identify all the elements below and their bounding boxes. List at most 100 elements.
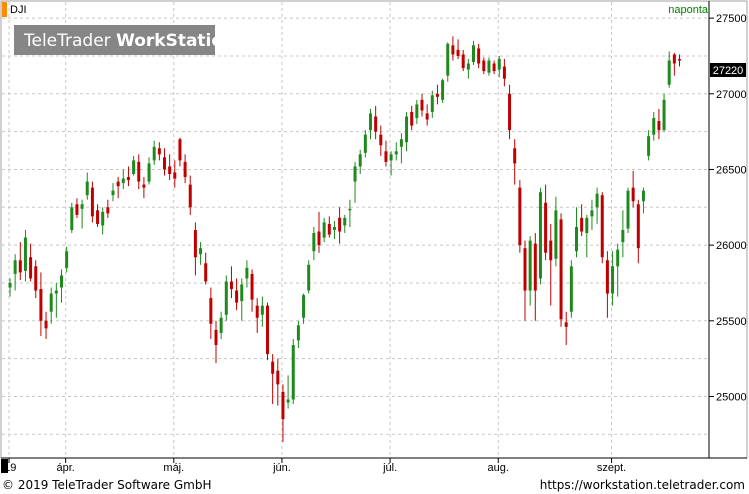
candle-body — [137, 161, 141, 182]
candle-body — [101, 211, 105, 226]
candle-body — [482, 60, 486, 72]
candle-body — [487, 60, 491, 73]
candle-body — [343, 217, 347, 226]
candle-body — [168, 166, 172, 175]
candle-body — [363, 134, 367, 153]
time-tick-label: máj. — [163, 462, 184, 474]
candle-body — [260, 305, 264, 315]
candle-body — [121, 178, 125, 184]
candle-body — [425, 113, 429, 120]
candle-body — [420, 99, 424, 111]
candle-body — [338, 217, 342, 232]
candle-body — [446, 43, 450, 76]
candle-body — [415, 104, 419, 119]
watermark-brand: TeleTrader — [23, 31, 116, 51]
price-tick-label: 25000 — [716, 391, 747, 403]
candle-body — [286, 399, 290, 403]
candle-body — [575, 226, 578, 252]
watermark-box — [14, 25, 215, 55]
candle-body — [554, 210, 558, 259]
last-price-box — [710, 63, 746, 77]
watermark-product: WorkStation — [116, 31, 235, 51]
candle-body — [492, 63, 496, 72]
grid-lines — [2, 2, 708, 457]
candle-body — [193, 230, 197, 258]
candle-body — [600, 195, 604, 258]
candle-body — [60, 275, 63, 288]
candle-body — [23, 237, 27, 271]
candle-body — [564, 322, 568, 327]
candle-body — [18, 260, 22, 273]
candle-body — [29, 257, 33, 279]
last-price-label: 27220 — [713, 65, 744, 77]
candle-body — [209, 298, 213, 324]
candle-body — [178, 139, 182, 161]
candle-body — [39, 289, 43, 321]
candle-body — [85, 181, 89, 196]
candle-body — [332, 226, 336, 230]
candle-body — [188, 184, 192, 208]
candle-body — [322, 222, 326, 238]
candle-body — [70, 207, 74, 230]
time-tick-label: jún. — [272, 462, 291, 474]
candle-body — [358, 154, 362, 167]
candle-body — [569, 266, 573, 312]
watermark: TeleTrader WorkStation — [14, 25, 235, 55]
candle-body — [678, 58, 681, 61]
candle-body — [214, 329, 218, 346]
candle-body — [291, 345, 295, 400]
candle-body — [44, 320, 48, 329]
time-tick-label: júl. — [382, 462, 397, 474]
candle-body — [533, 243, 537, 291]
candle-body — [626, 190, 630, 229]
candle-body — [394, 151, 398, 155]
interval-label[interactable]: naponta — [668, 4, 709, 16]
source-url[interactable]: https://workstation.teletrader.com — [539, 478, 745, 492]
candle-body — [8, 282, 12, 288]
candle-body — [549, 240, 553, 261]
candle-body — [523, 248, 527, 291]
candle-body — [204, 263, 208, 282]
candle-body — [90, 187, 94, 217]
candle-body — [585, 217, 589, 234]
candle-body — [472, 45, 475, 63]
date-scroll-marker[interactable] — [1, 459, 8, 473]
time-tick-label: szept. — [597, 462, 626, 474]
price-tick-label: 27000 — [716, 89, 747, 101]
symbol-color-marker — [2, 2, 7, 17]
candle-body — [559, 219, 563, 320]
candle-body — [456, 49, 460, 56]
candle-body — [281, 391, 285, 420]
candle-body — [466, 63, 470, 70]
last-price-marker: 27220 — [710, 63, 746, 77]
candle-body — [302, 295, 306, 318]
candle-body — [255, 305, 259, 318]
candle-body — [369, 113, 372, 131]
candle-body — [538, 192, 542, 279]
time-tick-label: ápr. — [56, 462, 74, 474]
candle-body — [147, 163, 151, 182]
candle-body — [163, 157, 166, 170]
candle-body — [224, 281, 228, 315]
candle-body — [590, 210, 594, 217]
candle-body — [152, 146, 156, 161]
candle-body — [126, 177, 130, 181]
symbol-label[interactable]: DJI — [10, 4, 27, 16]
watermark-text: TeleTrader WorkStation — [23, 31, 235, 51]
candle-body — [641, 190, 645, 202]
candle-body — [173, 172, 177, 179]
candle-body — [96, 210, 100, 224]
candle-body — [276, 370, 280, 385]
candle-body — [399, 139, 403, 147]
candle-body — [13, 260, 17, 274]
candle-body — [266, 305, 269, 355]
candle-body — [580, 217, 584, 232]
chart-frame — [0, 0, 748, 459]
time-tick-label: aug. — [488, 462, 509, 474]
candle-body — [605, 260, 609, 294]
candle-body — [502, 66, 506, 79]
candle-body — [636, 204, 640, 249]
candle-body — [327, 223, 331, 235]
candle-body — [611, 266, 615, 294]
